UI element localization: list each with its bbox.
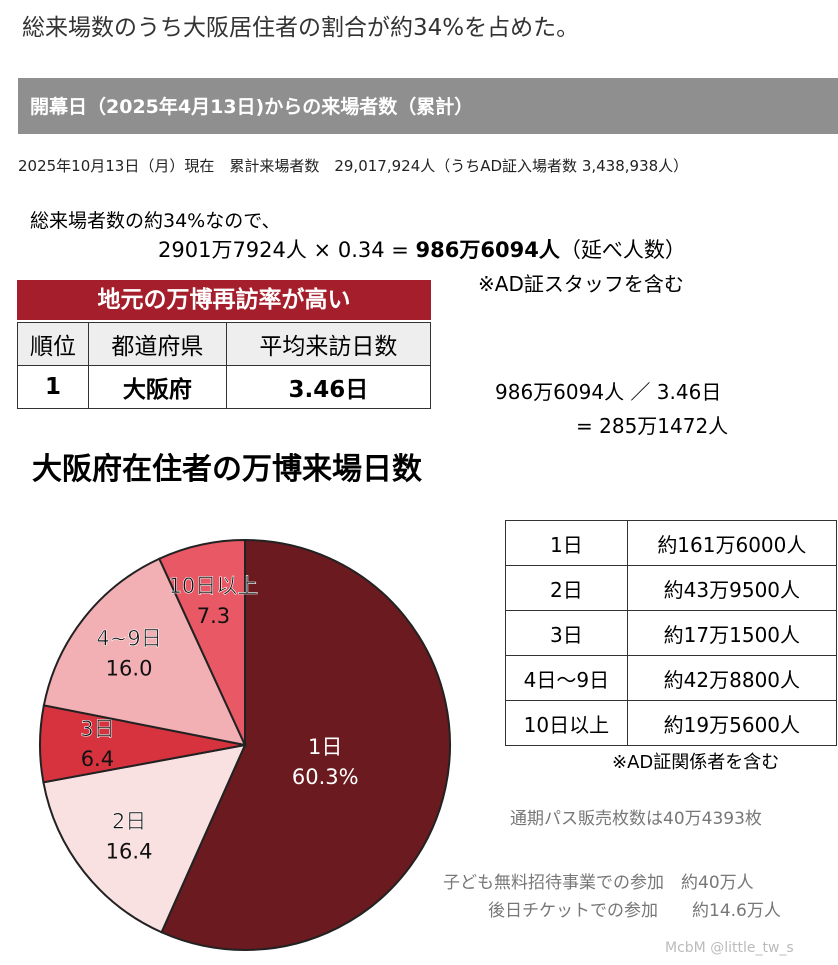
header-cell: 都道府県 (88, 322, 227, 366)
note: 後日チケットでの参加 約14.6万人 (488, 901, 781, 921)
pie-chart: 1日 60.3% 2日 16.4 3日 6.4 4~9日 16.0 10日以上 7.3 (39, 538, 451, 951)
calc-intro: 総来場者数の約34%なので、 (30, 210, 281, 232)
banner-text: 開幕日（2025年4月13日)からの来場者数（累計） (30, 96, 474, 118)
watermark: McbM @little_tw_s (665, 940, 794, 956)
slice-value: 16.0 (106, 657, 153, 681)
count-table: 1日 約161万6000人 2日 約43万9500人 3日 約17万1500人 4日～9日約… (505, 520, 838, 746)
cell: 約161万6000人 (626, 520, 838, 566)
pie-slice (160, 538, 451, 951)
table-title: 地元の万博再訪率が高い (17, 280, 431, 320)
pie-slice (158, 538, 246, 746)
cell: 3.46日 (225, 365, 432, 409)
status-line: 2025年10月13日（月）現在 累計来場者数 29,017,924人（うちAD… (18, 157, 689, 175)
cell: 約19万5600人 (626, 700, 838, 746)
slice-value: 16.4 (106, 839, 153, 863)
calc-line: 2901万7924人 × 0.34 = 986万6094人（延べ人数） (158, 234, 686, 264)
slice-label: 4~9日 (96, 627, 161, 651)
cell: 3日 (505, 610, 628, 656)
formula: 2901万7924人 × 0.34 = (158, 238, 416, 262)
cell: 2日 (505, 565, 628, 611)
cell: 4日～9日 (505, 655, 628, 701)
note: 通期パス販売枚数は40万4393枚 (510, 809, 762, 829)
slice-label: 2日 (112, 809, 146, 833)
revisit-table: 順位 都道府県 平均来訪日数 1 大阪府 3.46日 (17, 322, 432, 409)
chart-title: 大阪府在住者の万博来場日数 (32, 452, 422, 487)
cell: 10日以上 (505, 700, 628, 746)
slice-label: 10日以上 (169, 574, 259, 598)
calc-note: ※AD証スタッフを含む (478, 272, 684, 296)
cell: 1 (17, 365, 89, 409)
division-line: = 285万1472人 (576, 414, 729, 438)
header-cell: 順位 (17, 322, 89, 366)
slice-value: 6.4 (81, 747, 114, 771)
pie-slice (42, 743, 247, 934)
slice-label: 1日 (308, 735, 342, 759)
division-line: 986万6094人 ／ 3.46日 (495, 380, 722, 404)
suffix: （延べ人数） (559, 238, 686, 262)
cell: 1日 (505, 520, 628, 566)
note: 子ども無料招待事業での参加 約40万人 (443, 873, 754, 893)
note: ※AD証関係者を含む (612, 752, 780, 773)
slice-label: 3日 (80, 717, 114, 741)
result: 986万6094人 (415, 238, 560, 262)
banner: 開幕日（2025年4月13日)からの来場者数（累計） (18, 78, 838, 134)
pie-slice (42, 557, 247, 747)
cell: 大阪府 (88, 365, 227, 409)
headline: 総来場数のうち大阪居住者の割合が約34%を占めた。 (22, 15, 580, 41)
header-cell: 平均来訪日数 (225, 322, 432, 366)
slice-value: 60.3% (292, 765, 359, 789)
cell: 約43万9500人 (626, 565, 838, 611)
slice-value: 7.3 (197, 604, 230, 628)
cell: 約42万8800人 (626, 655, 838, 701)
cell: 約17万1500人 (626, 610, 838, 656)
